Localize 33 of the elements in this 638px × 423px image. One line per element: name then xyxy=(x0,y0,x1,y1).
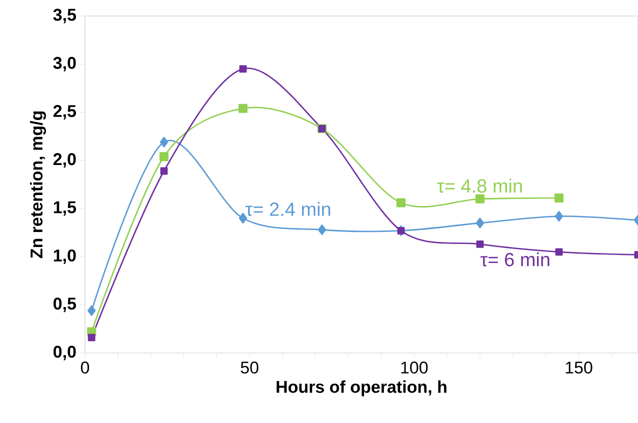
point xyxy=(160,152,169,162)
series-label: τ= 4.8 min xyxy=(437,178,522,193)
y-tick-label: 0,5 xyxy=(54,298,76,312)
point xyxy=(554,193,564,202)
point xyxy=(396,198,406,208)
point xyxy=(160,167,168,175)
y-tick-label: 2,5 xyxy=(53,105,76,120)
point xyxy=(555,248,563,256)
x-tick-label: 150 xyxy=(566,362,592,374)
y-tick-label: 3,0 xyxy=(53,56,76,72)
x-tick-label: 0 xyxy=(80,362,90,374)
point xyxy=(88,334,96,342)
point xyxy=(318,224,326,236)
y-tick-label: 2,0 xyxy=(53,153,76,168)
point xyxy=(238,104,248,113)
point xyxy=(476,240,484,248)
series-label: τ= 6 min xyxy=(480,252,550,266)
point xyxy=(239,65,247,73)
point xyxy=(160,136,168,148)
y-tick-label: 1,5 xyxy=(54,201,76,216)
x-tick-label: 50 xyxy=(240,362,258,374)
point xyxy=(476,218,484,228)
point xyxy=(475,194,484,204)
point xyxy=(87,305,96,316)
point xyxy=(554,210,564,222)
x-tick-label: 100 xyxy=(401,362,428,374)
y-axis-title: Zn retention, mg/g xyxy=(30,111,46,258)
y-tick-label: 3,5 xyxy=(53,8,76,24)
series-label: τ= 2.4 min xyxy=(245,202,330,216)
point xyxy=(238,212,248,224)
x-axis-title: Hours of operation, h xyxy=(276,380,446,396)
y-tick-label: 1,0 xyxy=(54,249,76,264)
y-tick-label: 0,0 xyxy=(54,346,76,360)
